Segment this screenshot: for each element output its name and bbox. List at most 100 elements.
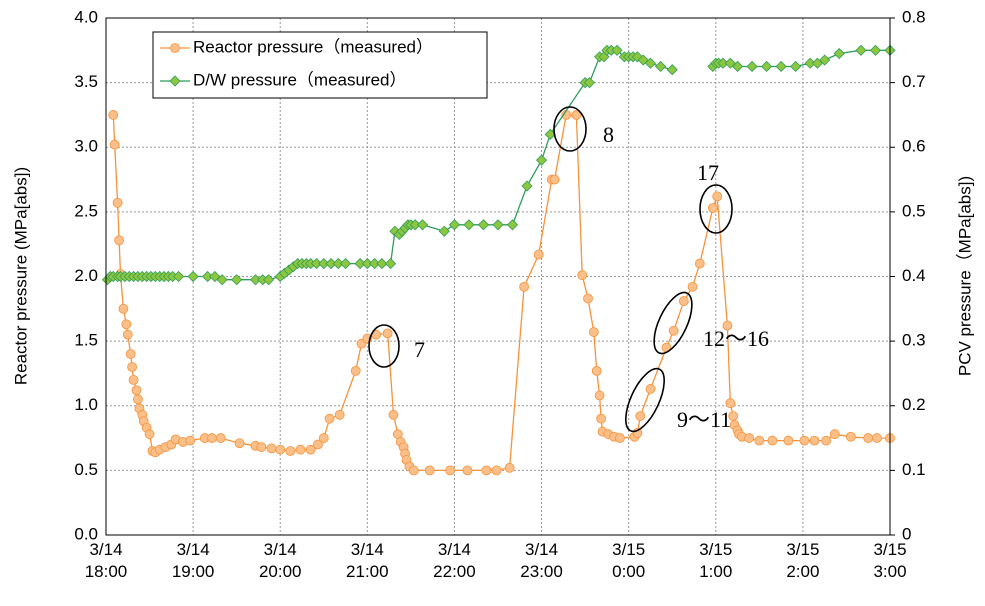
data-point xyxy=(448,219,461,231)
data-point xyxy=(645,384,656,394)
data-point xyxy=(173,270,185,283)
data-point xyxy=(128,374,139,385)
y-tick-label: 3.0 xyxy=(74,137,98,156)
x-tick-label: 3/14 21:00 xyxy=(346,540,389,581)
data-point xyxy=(504,462,515,473)
data-point xyxy=(234,438,245,449)
data-point xyxy=(408,465,419,476)
y2-tick-label: 0.6 xyxy=(902,137,926,156)
data-point xyxy=(334,409,345,420)
annotation: 17 xyxy=(697,160,719,185)
data-point xyxy=(207,433,217,443)
series xyxy=(101,44,896,476)
x-tick-label: 3/14 19:00 xyxy=(172,540,215,581)
data-point xyxy=(829,429,840,440)
data-point xyxy=(305,444,316,455)
data-point xyxy=(819,54,831,66)
data-point xyxy=(249,274,262,286)
annotation: 12〜16 xyxy=(703,326,769,351)
data-point xyxy=(118,303,129,314)
data-point xyxy=(477,219,490,231)
data-point xyxy=(361,258,373,270)
data-point xyxy=(263,274,275,286)
data-point xyxy=(611,44,623,56)
annotation-circle xyxy=(625,367,665,433)
data-point xyxy=(256,442,267,453)
data-point xyxy=(382,328,393,339)
data-point xyxy=(845,431,856,442)
data-point xyxy=(339,258,352,270)
y-tick-label: 2.0 xyxy=(74,266,98,285)
data-point xyxy=(481,465,492,476)
x-tick-label: 3/14 22:00 xyxy=(433,540,476,581)
data-point xyxy=(809,435,820,446)
data-point xyxy=(583,293,593,304)
data-point xyxy=(712,191,723,202)
data-point xyxy=(463,219,475,231)
data-point xyxy=(409,219,421,231)
data-point xyxy=(376,258,388,270)
data-point xyxy=(863,433,874,443)
x-tick-label: 3/14 20:00 xyxy=(259,540,302,581)
data-point xyxy=(438,225,450,237)
data-point xyxy=(144,429,155,440)
data-point xyxy=(821,435,832,446)
data-point xyxy=(577,270,588,281)
data-point xyxy=(594,390,605,401)
data-point xyxy=(722,320,733,331)
x-tick-label: 3/15 2:00 xyxy=(786,540,819,581)
y2-tick-label: 0.4 xyxy=(902,266,926,285)
data-point xyxy=(615,433,625,443)
data-point xyxy=(596,413,606,424)
data-point xyxy=(424,465,435,476)
annotation-circles xyxy=(368,106,733,433)
data-point xyxy=(644,57,657,69)
annotation: 8 xyxy=(603,122,614,147)
data-point xyxy=(216,274,228,286)
data-point xyxy=(583,77,596,89)
data-point xyxy=(127,362,138,372)
y2-tick-label: 0.8 xyxy=(902,7,926,26)
data-point xyxy=(318,258,330,270)
data-point xyxy=(215,433,226,443)
data-point xyxy=(694,258,705,269)
annotation-circle xyxy=(553,106,587,152)
data-point xyxy=(131,385,142,396)
y2-tick-label: 0.2 xyxy=(902,395,926,414)
y2-tick-label: 0.7 xyxy=(902,72,926,91)
y-tick-label: 0.0 xyxy=(74,524,98,543)
data-point xyxy=(631,51,643,63)
legend-label: D/W pressure（measured） xyxy=(193,70,407,89)
y-tick-label: 3.5 xyxy=(74,72,98,91)
legend-label: Reactor pressure（measured） xyxy=(193,37,433,56)
data-point xyxy=(121,319,132,330)
data-point xyxy=(754,435,765,446)
data-point xyxy=(731,60,744,73)
data-point xyxy=(187,270,199,283)
data-point xyxy=(114,235,124,246)
data-point xyxy=(369,258,381,270)
y-tick-label: 2.5 xyxy=(74,201,98,220)
data-point xyxy=(767,435,778,446)
data-point xyxy=(521,180,533,192)
data-point xyxy=(833,47,845,60)
data-point xyxy=(295,444,306,455)
data-point xyxy=(761,60,773,73)
legend-box xyxy=(152,31,488,99)
data-point xyxy=(869,44,882,56)
data-point xyxy=(571,110,582,120)
data-point xyxy=(332,258,344,270)
data-point xyxy=(108,110,119,120)
data-point xyxy=(209,270,221,283)
data-point xyxy=(325,258,337,270)
data-point xyxy=(462,465,473,476)
data-point xyxy=(133,394,143,405)
y2-tick-label: 0.5 xyxy=(902,201,926,220)
y2-tick-label: 0.1 xyxy=(902,460,926,479)
data-point xyxy=(775,60,787,73)
data-point xyxy=(492,219,504,231)
legend: Reactor pressure（measured） D/W pressure（m… xyxy=(152,31,488,99)
y-tick-label: 4.0 xyxy=(74,7,98,26)
data-point xyxy=(666,64,678,76)
